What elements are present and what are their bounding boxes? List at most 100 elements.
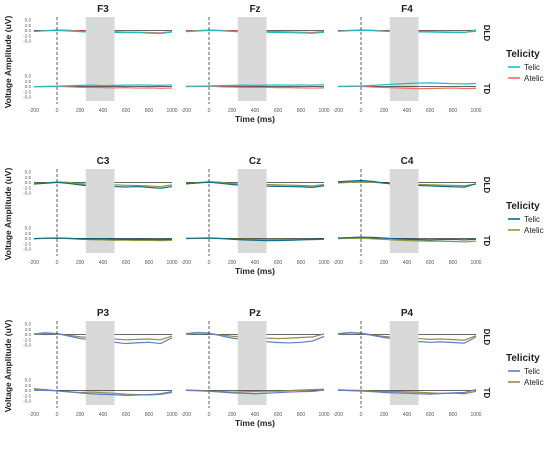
x-tick-label: 400: [99, 108, 108, 114]
legend-label-telic: Telic: [524, 367, 540, 376]
subplot-p3-td: 5.02.50.0-2.5-5.0: [23, 378, 173, 404]
x-tick-label: 0: [208, 260, 211, 266]
panel-2: C35.02.50.0-2.5-5.05.02.50.0-2.5-5.0-200…: [3, 156, 544, 276]
x-tick-label: -200: [333, 260, 343, 266]
y-tick-label: -5.0: [23, 399, 31, 404]
x-tick-label: -200: [333, 412, 343, 418]
x-tick-label: -200: [29, 412, 39, 418]
shaded-window-p3: [85, 321, 115, 405]
legend-panel-3: Telicity Telic Atelic: [506, 353, 544, 387]
row-label-td: TD: [482, 236, 491, 247]
shaded-window-f3: [85, 17, 115, 101]
legend-panel-2: Telicity Telic Atelic: [506, 201, 544, 235]
x-tick-label: 0: [208, 108, 211, 114]
x-tick-label: 600: [274, 260, 283, 266]
y-tick-label: 0.0: [25, 332, 32, 337]
y-tick-label: 2.5: [25, 231, 32, 236]
legend-title: Telicity: [506, 49, 540, 60]
x-tick-label: 800: [145, 412, 154, 418]
subplot-f3-td: 5.02.50.0-2.5-5.0: [23, 74, 173, 100]
y-tick-label: -2.5: [23, 185, 31, 190]
x-tick-label: -200: [181, 412, 191, 418]
electrode-title-fz: Fz: [249, 4, 260, 15]
panel-1: F35.02.50.0-2.5-5.05.02.50.0-2.5-5.0-200…: [3, 4, 544, 124]
row-label-dld: DLD: [482, 177, 491, 194]
series-line-telic: [185, 237, 325, 242]
x-tick-label: 200: [380, 260, 389, 266]
subplot-c3-td: 5.02.50.0-2.5-5.0: [23, 226, 173, 252]
x-tick-label: 0: [56, 108, 59, 114]
x-tick-label: 1000: [318, 260, 329, 266]
x-tick-label: 400: [251, 108, 260, 114]
x-tick-label: -200: [181, 260, 191, 266]
x-tick-label: -200: [181, 108, 191, 114]
x-tick-label: 400: [403, 260, 412, 266]
y-tick-label: -2.5: [23, 337, 31, 342]
series-line-telic: [33, 389, 173, 396]
series-line-telic: [33, 84, 173, 88]
subplot-f4-td: TD: [337, 82, 491, 95]
x-tick-label: 0: [360, 412, 363, 418]
y-axis-title: Voltage Amplitude (uV): [3, 16, 13, 109]
x-tick-label: 400: [251, 412, 260, 418]
electrode-title-pz: Pz: [249, 308, 261, 319]
y-tick-label: -2.5: [23, 33, 31, 38]
electrode-title-p4: P4: [401, 308, 414, 319]
x-axis-title: Time (ms): [235, 418, 275, 428]
legend-label-atelic: Atelic: [524, 378, 544, 387]
x-axis-title: Time (ms): [235, 266, 275, 276]
x-axis-title: Time (ms): [235, 114, 275, 124]
y-tick-label: 5.0: [25, 170, 32, 175]
row-label-td: TD: [482, 388, 491, 399]
series-line-atelic: [337, 237, 477, 243]
x-tick-label: 800: [297, 108, 306, 114]
x-tick-label: 600: [122, 260, 131, 266]
x-tick-label: 800: [449, 260, 458, 266]
legend-label-atelic: Atelic: [524, 226, 544, 235]
y-tick-label: -5.0: [23, 191, 31, 196]
x-tick-label: 600: [274, 108, 283, 114]
x-tick-label: 400: [403, 412, 412, 418]
y-tick-label: -2.5: [23, 393, 31, 398]
x-tick-label: 1000: [318, 108, 329, 114]
y-tick-label: 0.0: [25, 180, 32, 185]
x-tick-label: 200: [228, 108, 237, 114]
x-tick-label: 200: [76, 412, 85, 418]
row-label-dld: DLD: [482, 329, 491, 346]
y-tick-label: 2.5: [25, 327, 32, 332]
legend-title: Telicity: [506, 353, 540, 364]
x-tick-label: 800: [449, 412, 458, 418]
x-tick-label: 800: [145, 260, 154, 266]
x-tick-label: 1000: [166, 108, 177, 114]
x-tick-label: -200: [333, 108, 343, 114]
row-label-dld: DLD: [482, 25, 491, 42]
x-tick-label: 200: [228, 412, 237, 418]
legend-label-telic: Telic: [524, 215, 540, 224]
legend-panel-1: Telicity Telic Atelic: [506, 49, 544, 83]
y-tick-label: 2.5: [25, 383, 32, 388]
x-tick-label: 0: [360, 108, 363, 114]
y-tick-label: -5.0: [23, 247, 31, 252]
x-tick-label: 400: [251, 260, 260, 266]
subplot-p4-td: TD: [337, 388, 491, 399]
y-tick-label: 5.0: [25, 74, 32, 79]
legend-label-atelic: Atelic: [524, 74, 544, 83]
x-tick-label: 200: [228, 260, 237, 266]
electrode-title-c4: C4: [401, 156, 414, 167]
y-tick-label: -2.5: [23, 241, 31, 246]
legend-label-telic: Telic: [524, 63, 540, 72]
x-tick-label: 400: [403, 108, 412, 114]
subplot-cz-td: [185, 237, 325, 242]
series-line-telic: [33, 237, 173, 241]
x-tick-label: 400: [99, 260, 108, 266]
y-tick-label: -5.0: [23, 95, 31, 100]
x-tick-label: 800: [297, 412, 306, 418]
x-tick-label: 1000: [470, 260, 481, 266]
series-line-telic: [185, 84, 325, 87]
y-tick-label: 2.5: [25, 175, 32, 180]
x-tick-label: 200: [76, 108, 85, 114]
x-tick-label: 0: [360, 260, 363, 266]
shaded-window-f4: [389, 17, 419, 101]
electrode-title-cz: Cz: [249, 156, 261, 167]
y-axis-title: Voltage Amplitude (uV): [3, 320, 13, 413]
